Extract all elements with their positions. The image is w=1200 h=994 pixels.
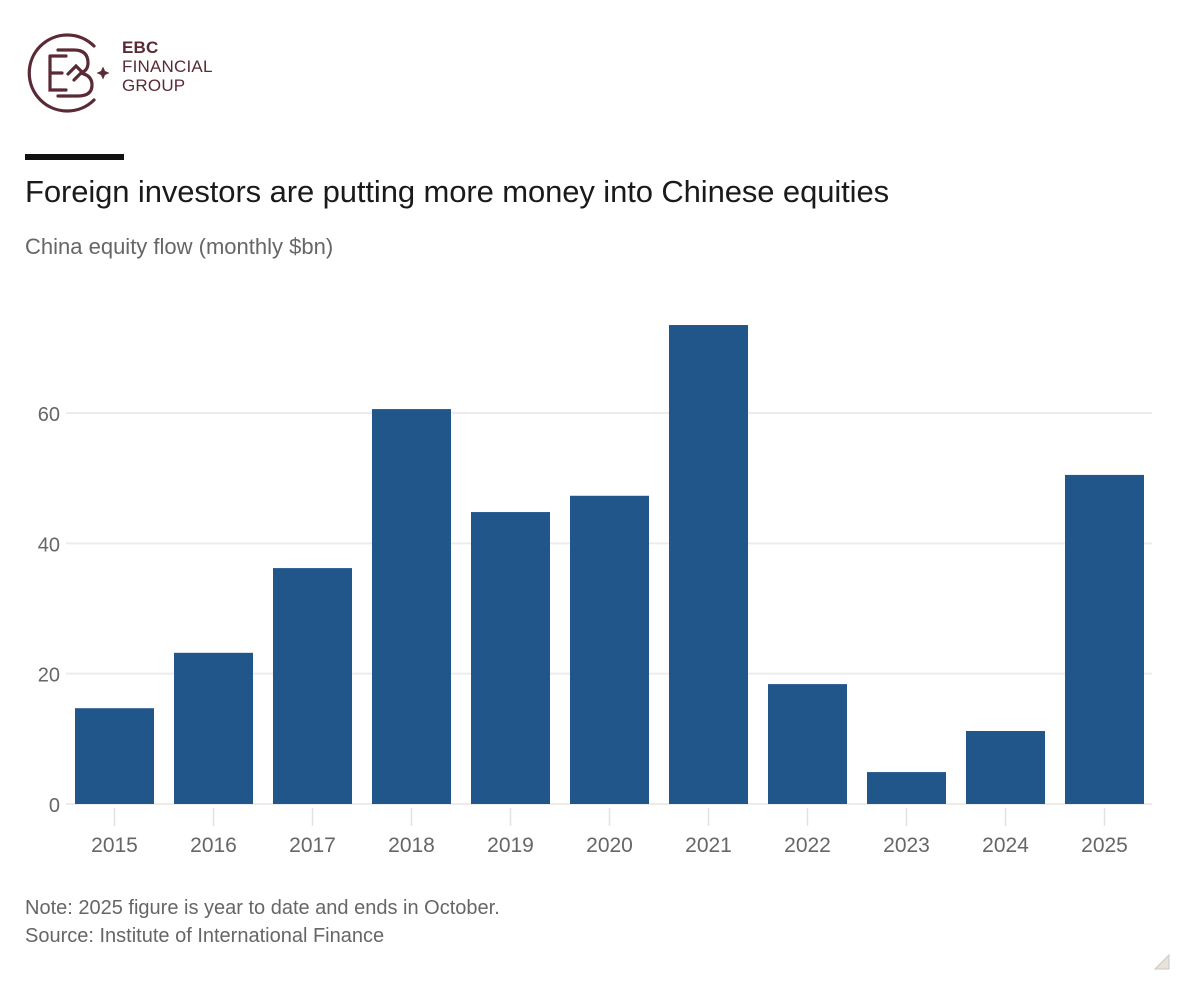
brand-line-2: FINANCIAL xyxy=(122,57,213,76)
bar-2017 xyxy=(273,568,352,804)
brand-line-3: GROUP xyxy=(122,76,186,95)
y-tick-label: 40 xyxy=(38,534,60,556)
y-tick-label: 20 xyxy=(38,665,60,687)
x-tick-label: 2018 xyxy=(388,834,435,857)
bar-2015 xyxy=(75,708,154,804)
x-tick-label: 2025 xyxy=(1081,834,1128,857)
bar-2023 xyxy=(867,772,946,804)
bar-2018 xyxy=(372,409,451,804)
brand-name: EBC FINANCIAL GROUP xyxy=(122,38,213,95)
bar-2019 xyxy=(471,512,550,804)
x-tick-label: 2016 xyxy=(190,834,237,857)
x-tick-label: 2022 xyxy=(784,834,831,857)
bar-2021 xyxy=(669,325,748,804)
bar-2020 xyxy=(570,495,649,804)
bar-2022 xyxy=(768,684,847,804)
chart-subtitle: China equity flow (monthly $bn) xyxy=(25,234,334,259)
chart-note: Note: 2025 figure is year to date and en… xyxy=(25,897,500,919)
bar-2025 xyxy=(1065,474,1144,804)
x-tick-label: 2024 xyxy=(982,834,1029,857)
x-tick-label: 2017 xyxy=(289,834,336,857)
ebc-logo: EBC FINANCIAL GROUP xyxy=(22,30,222,116)
x-tick-label: 2015 xyxy=(91,834,138,857)
ebc-monogram-icon xyxy=(27,33,110,113)
chart-title: Foreign investors are putting more money… xyxy=(25,174,889,209)
brand-line-1: EBC xyxy=(122,38,159,57)
chart-source: Source: Institute of International Finan… xyxy=(25,925,385,947)
title-rule xyxy=(25,154,124,160)
x-tick-label: 2023 xyxy=(883,834,930,857)
y-tick-label: 0 xyxy=(49,795,60,817)
y-tick-label: 60 xyxy=(38,404,60,426)
bar-2016 xyxy=(174,652,253,804)
x-tick-label: 2021 xyxy=(685,834,732,857)
x-tick-label: 2019 xyxy=(487,834,534,857)
footnote: Note: 2025 figure is year to date and en… xyxy=(25,894,500,950)
resize-grip-icon[interactable] xyxy=(1153,953,1170,970)
x-tick-label: 2020 xyxy=(586,834,633,857)
bar-2024 xyxy=(966,731,1045,804)
